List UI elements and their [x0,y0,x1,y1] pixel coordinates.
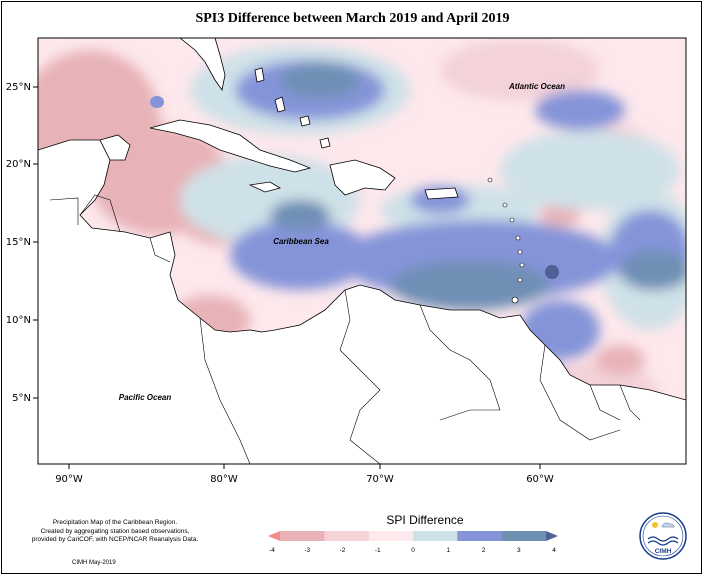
colorbar-segment [324,531,370,541]
colorbar-segment [413,531,458,541]
colorbar-segment [280,531,325,541]
lon-tick-70w: 70°W [366,474,394,485]
colorbar-tick-label: 4 [552,547,556,554]
lat-tick-15n: 15°N [6,237,31,248]
lon-tick-80w: 80°W [210,474,238,485]
lat-tick-10n: 10°N [6,315,31,326]
lat-tick-20n: 20°N [6,159,31,170]
footnote-line-2: Created by aggregating station based obs… [40,527,190,535]
map-title: SPI3 Difference between March 2019 and A… [195,11,510,26]
caribbean-sea-label: Caribbean Sea [273,237,329,246]
lat-tick-25n: 25°N [6,82,31,93]
colorbar-tick-label: 3 [517,547,521,554]
colorbar-tick-label: 0 [411,547,415,554]
cimh-logo: CIMH [639,512,687,560]
land-mask [38,38,686,464]
logo-text: CIMH [655,548,672,555]
colorbar-segment [546,531,558,541]
colorbar-tick-label: -1 [375,547,381,554]
lesser-antilles [487,177,525,304]
footnote-line-1: Precipitation Map of the Caribbean Regio… [52,519,178,526]
colorbar-segment [368,531,414,541]
country-borders [49,194,641,464]
pacific-ocean-label: Pacific Ocean [119,393,172,402]
colorbar-tick-label: -4 [269,547,275,554]
credit-text: CIMH May-2019 [72,560,116,566]
colorbar-segment [457,531,503,541]
colorbar-segment [268,531,280,541]
colorbar-tick-label: -2 [340,547,346,554]
colorbar-segment [501,531,547,541]
lat-tick-5n: 5°N [12,393,31,404]
lon-tick-90w: 90°W [55,474,83,485]
colorbar-tick-label: -3 [304,547,310,554]
legend-colorbar: -4 -3 -2 -1 0 1 2 3 4 [268,531,558,554]
atlantic-ocean-label: Atlantic Ocean [508,82,565,91]
map-border [37,37,687,465]
footnote-line-3: provided by CariCOF, with NCEP/NCAR Rean… [31,536,199,543]
footnote: Precipitation Map of the Caribbean Regio… [22,519,208,545]
lat-axis: 25°N 20°N 15°N 10°N 5°N [6,82,38,404]
colorbar-tick-label: 1 [446,547,450,554]
legend-title: SPI Difference [386,513,464,527]
lon-tick-60w: 60°W [526,474,554,485]
colorbar-tick-label: 2 [482,547,486,554]
lon-axis: 90°W 80°W 70°W 60°W [55,464,554,485]
